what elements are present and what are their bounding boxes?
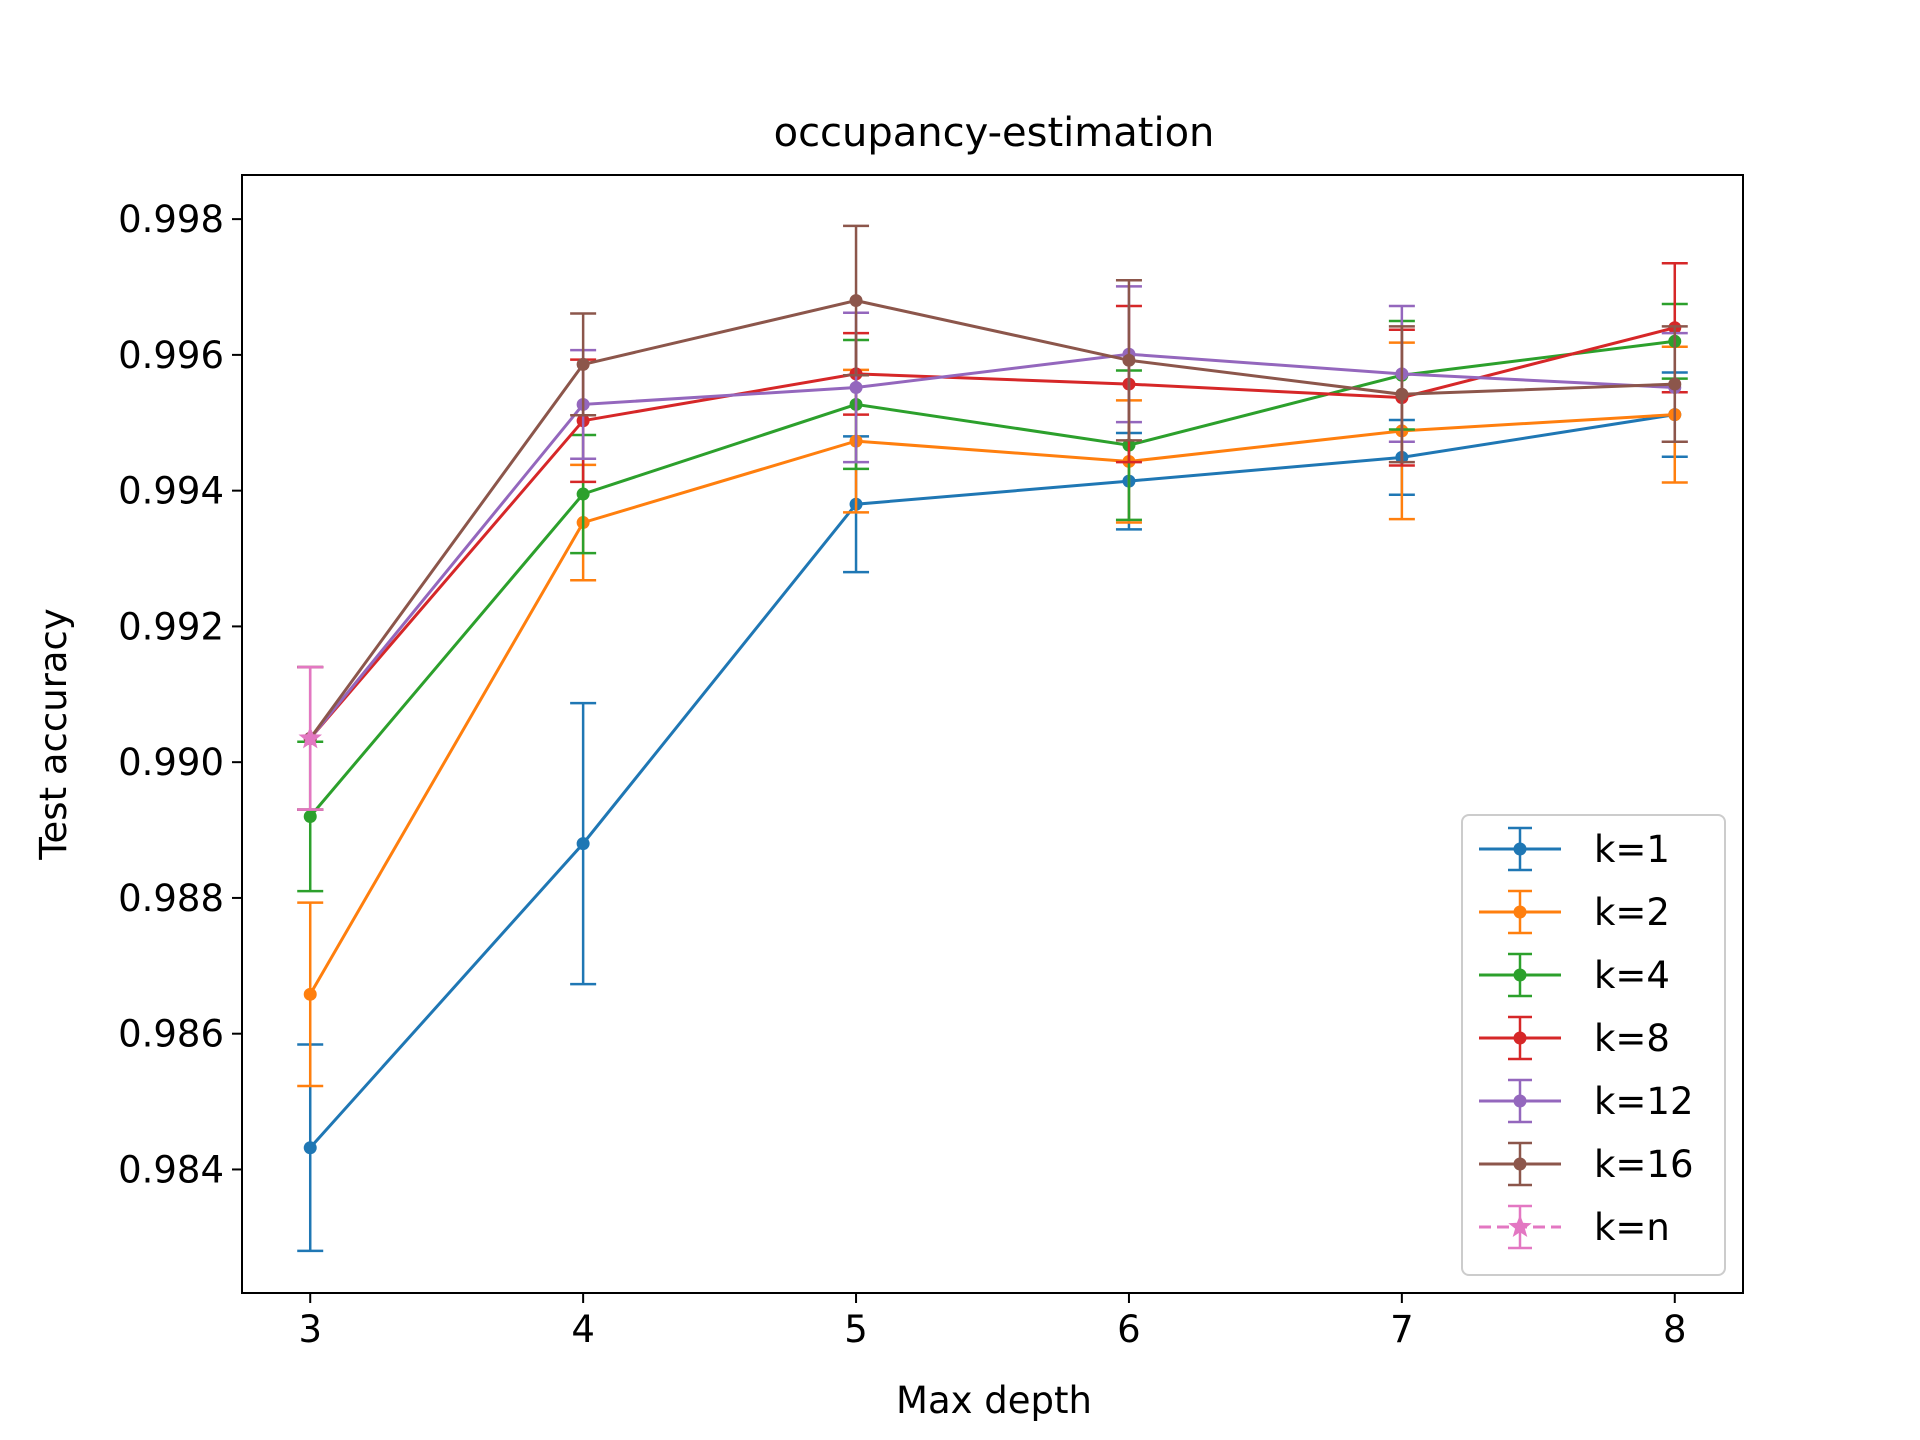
legend-marker: [1513, 842, 1527, 856]
legend: k=1 k=2 k=4 k=8 k=12 k=16 k=n: [1461, 814, 1726, 1276]
legend-marker: [1513, 1157, 1527, 1171]
data-point: [303, 809, 317, 823]
x-axis: 3 4 5 6 7 8: [298, 1293, 1687, 1351]
x-tick-label: 6: [1117, 1308, 1141, 1351]
series-k=n: [297, 665, 324, 811]
legend-item-k=1: k=1: [1479, 826, 1670, 872]
data-point: [303, 987, 317, 1001]
y-axis-label: Test accuracy: [32, 608, 75, 861]
legend-item-k=2: k=2: [1479, 889, 1670, 935]
chart-title: occupancy-estimation: [774, 110, 1215, 156]
legend-label: k=2: [1594, 891, 1670, 934]
legend-item-k=8: k=8: [1479, 1015, 1670, 1061]
plot-area: [297, 224, 1688, 1253]
legend-item-k=4: k=4: [1479, 952, 1670, 998]
y-tick-label: 0.988: [118, 877, 224, 920]
legend-marker: [1513, 1031, 1527, 1045]
legend-label: k=4: [1594, 954, 1670, 997]
y-tick-label: 0.990: [118, 741, 224, 784]
y-tick-label: 0.992: [118, 605, 224, 648]
x-tick-label: 3: [298, 1308, 322, 1351]
series-k=16: [297, 224, 1688, 811]
legend-label: k=1: [1594, 828, 1670, 871]
y-tick-label: 0.996: [118, 334, 224, 377]
legend-frame: [1461, 814, 1726, 1276]
x-axis-label: Max depth: [896, 1379, 1092, 1422]
series-line-k=2: [308, 413, 1675, 996]
data-point: [576, 357, 590, 371]
data-point: [303, 1141, 317, 1155]
data-point: [298, 726, 322, 749]
legend-marker: [1513, 968, 1527, 982]
y-tick-label: 0.986: [118, 1013, 224, 1056]
x-tick-label: 8: [1663, 1308, 1687, 1351]
series-line-k=4: [309, 339, 1675, 818]
data-point: [576, 837, 590, 851]
series-line-k=16: [308, 299, 1675, 740]
x-tick-label: 4: [571, 1308, 595, 1351]
data-point: [849, 380, 863, 394]
series-line-k=8: [309, 326, 1676, 740]
legend-marker: [1508, 1214, 1532, 1237]
series-line-k=1: [309, 413, 1676, 1149]
legend-item-k=12: k=12: [1479, 1078, 1694, 1124]
axes-frame: [241, 174, 1744, 1294]
y-axis: 0.984 0.986 0.988 0.990 0.992 0.994 0.996 0.998: [118, 198, 242, 1191]
data-point: [1122, 353, 1136, 367]
x-tick-label: 7: [1390, 1308, 1414, 1351]
legend-label: k=12: [1594, 1080, 1694, 1123]
data-point: [1395, 387, 1409, 401]
legend-marker: [1513, 1094, 1527, 1108]
legend-marker: [1513, 905, 1527, 919]
y-tick-label: 0.998: [118, 198, 224, 241]
y-tick-label: 0.994: [118, 470, 224, 513]
legend-item-k=16: k=16: [1479, 1141, 1694, 1187]
legend-label: k=n: [1594, 1206, 1670, 1249]
y-tick-label: 0.984: [118, 1148, 224, 1191]
data-point: [1668, 377, 1682, 391]
legend-label: k=8: [1594, 1017, 1670, 1060]
series-line-k=12: [309, 352, 1675, 740]
x-tick-label: 5: [844, 1308, 868, 1351]
legend-label: k=16: [1594, 1143, 1694, 1186]
data-point: [576, 487, 590, 501]
legend-item-k=n: k=n: [1479, 1204, 1670, 1250]
data-point: [849, 294, 863, 308]
